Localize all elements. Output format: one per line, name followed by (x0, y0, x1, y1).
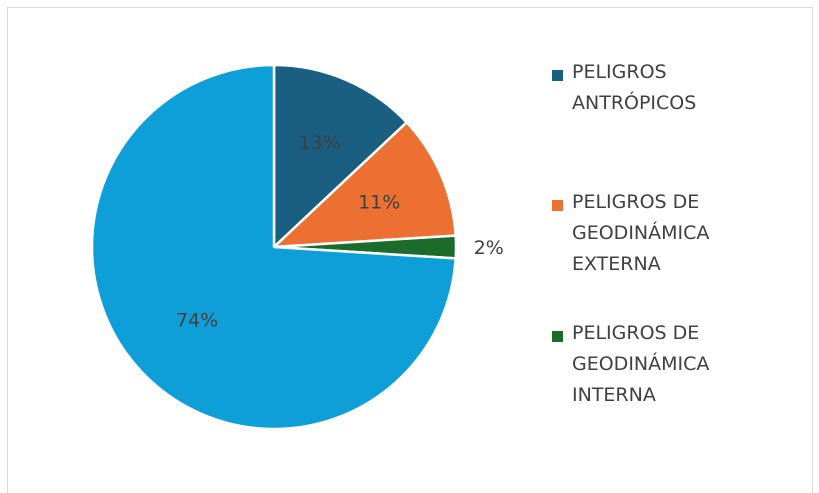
pie-slice (272, 121, 457, 249)
slice-value-label: 11% (358, 192, 400, 214)
slice-value-label: 74% (176, 309, 218, 331)
legend-swatch (552, 70, 563, 81)
legend-label: PELIGROS DE GEODINÁMICA EXTERNA (572, 191, 710, 275)
pie-slices (90, 63, 458, 431)
legend-label: PELIGROS ANTRÓPICOS (572, 61, 697, 114)
slice-value-label: 13% (298, 132, 340, 154)
legend-swatch (552, 200, 563, 211)
pie-labels: 13% 11% 2% 74% (176, 132, 504, 331)
legend-label: PELIGROS DE GEODINÁMICA INTERNA (572, 322, 710, 406)
pie-slice (272, 63, 408, 249)
pie-slice (90, 63, 457, 431)
pie-chart: 13% 11% 2% 74% (90, 63, 504, 431)
legend-item-geodinamica-externa: PELIGROS DE GEODINÁMICA EXTERNA (552, 191, 709, 280)
legend-swatch (552, 331, 563, 342)
slice-value-label: 2% (474, 237, 504, 259)
legend: PELIGROS ANTRÓPICOS PELIGROS DE GEODINÁM… (552, 0, 802, 486)
legend-item-geodinamica-interna: PELIGROS DE GEODINÁMICA INTERNA (552, 322, 709, 411)
legend-item-antropicos: PELIGROS ANTRÓPICOS (552, 61, 696, 119)
chart-frame (7, 7, 813, 493)
